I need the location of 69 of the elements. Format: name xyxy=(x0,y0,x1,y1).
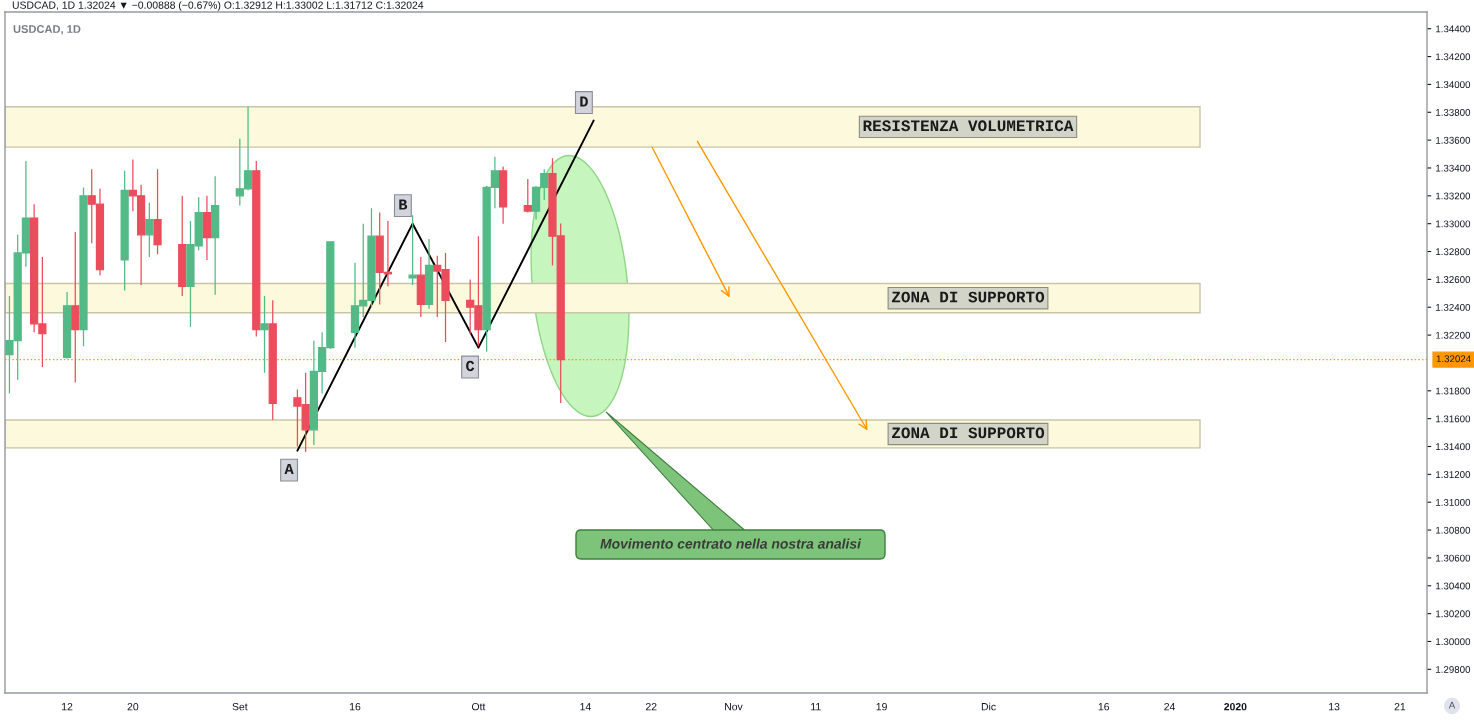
annotation: B xyxy=(399,199,408,210)
ref-line-label: 1.32024 xyxy=(1436,355,1471,363)
candlestick xyxy=(71,231,80,384)
band-label: ZONA DI SUPPORTO xyxy=(891,291,1045,303)
y-tick-label: 1.33600 xyxy=(1436,136,1471,144)
y-tick-label: 1.34200 xyxy=(1436,53,1471,61)
candlestick xyxy=(408,214,417,286)
y-tick-label: 1.33200 xyxy=(1436,192,1471,200)
candlestick xyxy=(498,165,508,225)
x-tick-label: Dic xyxy=(981,702,996,711)
y-tick-label: 1.31400 xyxy=(1436,443,1471,451)
y-tick-label: 1.30000 xyxy=(1436,638,1471,646)
y-tick-label: 1.30200 xyxy=(1436,610,1471,618)
x-tick-label: 24 xyxy=(1164,703,1176,711)
candlestick xyxy=(178,195,187,297)
candlestick xyxy=(416,256,425,318)
x-tick-label: 20 xyxy=(127,703,139,711)
annotation: C xyxy=(466,360,475,372)
y-tick-label: 1.29800 xyxy=(1436,666,1471,673)
x-tick-label: Ott xyxy=(471,703,486,711)
y-tick-label: 1.30800 xyxy=(1436,526,1471,534)
band-label: RESISTENZA VOLUMETRICA xyxy=(863,120,1074,132)
x-tick-label: 16 xyxy=(350,703,361,711)
candlestick xyxy=(153,168,162,255)
x-tick-label: 19 xyxy=(876,703,887,711)
x-tick-label: 11 xyxy=(811,703,821,711)
text: USDCAD, 1D xyxy=(13,25,81,35)
y-tick-label: 1.34000 xyxy=(1436,81,1471,89)
candlestick xyxy=(79,186,88,347)
x-tick-label: Set xyxy=(232,703,248,711)
text: A xyxy=(1448,701,1456,709)
y-tick-label: 1.31000 xyxy=(1436,498,1471,506)
annotation: D xyxy=(580,96,588,107)
y-tick-label: 1.32600 xyxy=(1436,276,1471,283)
x-tick-label: 12 xyxy=(62,703,73,711)
y-tick-label: 1.30400 xyxy=(1436,582,1471,590)
y-tick-label: 1.30600 xyxy=(1436,554,1471,562)
candlestick xyxy=(145,202,154,258)
y-tick-label: 1.33000 xyxy=(1436,220,1471,228)
band-label: ZONA DI SUPPORTO xyxy=(891,427,1045,439)
annotation: Movimento centrato nella nostra analisi xyxy=(600,538,862,549)
x-tick-label: Nov xyxy=(725,703,743,711)
x-tick-label: 16 xyxy=(1098,703,1110,711)
y-tick-label: 1.31600 xyxy=(1436,415,1471,423)
x-tick-label: 14 xyxy=(580,703,591,711)
y-tick-label: 1.33800 xyxy=(1436,109,1471,116)
annotation: A xyxy=(284,464,294,475)
candlestick xyxy=(260,295,269,374)
x-tick-label: 2020 xyxy=(1224,703,1247,711)
y-tick-label: 1.32800 xyxy=(1436,248,1471,256)
candlestick xyxy=(62,291,72,360)
candlestick xyxy=(523,178,532,214)
y-tick-label: 1.32200 xyxy=(1436,331,1471,339)
y-tick-label: 1.31800 xyxy=(1436,387,1471,395)
y-tick-label: 1.32400 xyxy=(1436,303,1471,311)
x-tick-label: 22 xyxy=(645,703,657,711)
chart-title: USDCAD, 1D 1.32024 ▼ −0.00888 (−0.67%) O:1.32912 H:1.33002 L:1.31712 C:1.32024 xyxy=(12,1,424,11)
y-tick-label: 1.31200 xyxy=(1436,471,1471,478)
candlestick xyxy=(424,238,434,310)
candlestick xyxy=(202,195,212,261)
candlestick xyxy=(211,175,220,296)
candlestick xyxy=(120,170,129,292)
line-series xyxy=(296,119,595,452)
candlestick xyxy=(268,299,277,421)
y-tick-label: 1.33400 xyxy=(1436,164,1471,172)
y-tick-label: 1.34400 xyxy=(1436,25,1471,33)
x-tick-label: 21 xyxy=(1394,703,1406,711)
candlestick xyxy=(252,160,261,338)
x-tick-label: 13 xyxy=(1329,703,1340,711)
